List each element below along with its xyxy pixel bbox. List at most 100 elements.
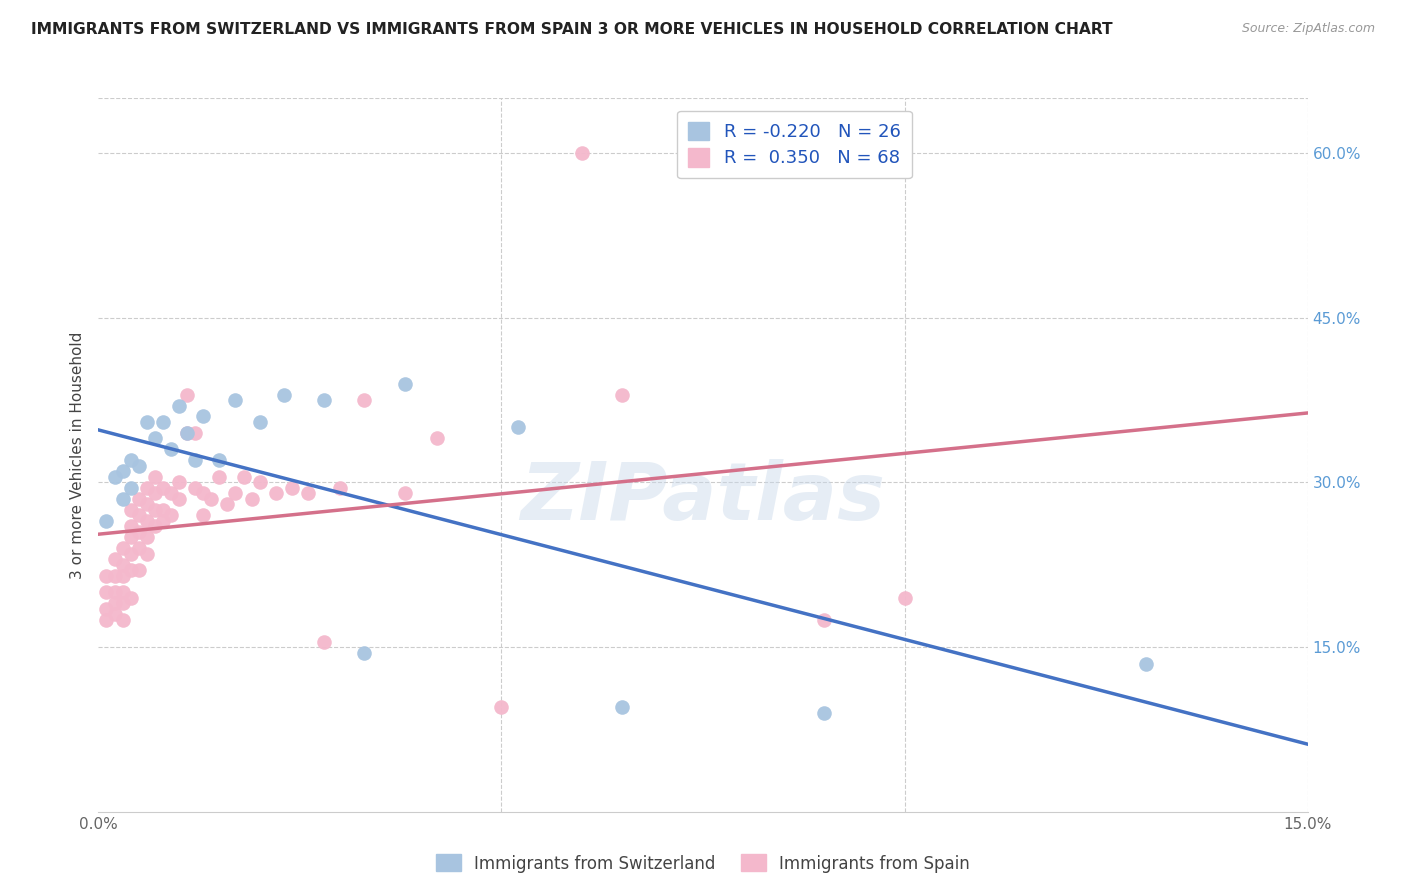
Point <box>103 607 125 621</box>
Point <box>224 392 246 407</box>
Point <box>152 514 174 528</box>
Point <box>96 613 118 627</box>
Text: IMMIGRANTS FROM SWITZERLAND VS IMMIGRANTS FROM SPAIN 3 OR MORE VEHICLES IN HOUSE: IMMIGRANTS FROM SWITZERLAND VS IMMIGRANT… <box>31 22 1112 37</box>
Point <box>111 558 134 572</box>
Point <box>176 387 198 401</box>
Point <box>128 458 150 473</box>
Point <box>893 591 915 605</box>
Point <box>176 425 198 440</box>
Point <box>96 514 118 528</box>
Text: Source: ZipAtlas.com: Source: ZipAtlas.com <box>1241 22 1375 36</box>
Point <box>128 491 150 506</box>
Point <box>240 491 263 506</box>
Point <box>135 514 157 528</box>
Point <box>167 399 190 413</box>
Point <box>208 470 231 484</box>
Point <box>184 481 207 495</box>
Point <box>264 486 287 500</box>
Point <box>353 646 375 660</box>
Point <box>128 563 150 577</box>
Point <box>96 568 118 582</box>
Point <box>329 481 352 495</box>
Point <box>160 486 183 500</box>
Point <box>111 541 134 556</box>
Point <box>232 470 254 484</box>
Point <box>111 585 134 599</box>
Point <box>193 409 215 424</box>
Point <box>152 415 174 429</box>
Point <box>103 552 125 566</box>
Point <box>120 453 142 467</box>
Point <box>314 634 336 648</box>
Point <box>143 519 166 533</box>
Point <box>217 497 239 511</box>
Point <box>813 706 835 720</box>
Legend: Immigrants from Switzerland, Immigrants from Spain: Immigrants from Switzerland, Immigrants … <box>429 847 977 880</box>
Point <box>224 486 246 500</box>
Point <box>506 420 529 434</box>
Point <box>281 481 304 495</box>
Point <box>612 387 634 401</box>
Point <box>249 475 271 490</box>
Point <box>394 486 416 500</box>
Point <box>167 491 190 506</box>
Legend: R = -0.220   N = 26, R =  0.350   N = 68: R = -0.220 N = 26, R = 0.350 N = 68 <box>676 111 911 178</box>
Point <box>160 442 183 457</box>
Point <box>135 481 157 495</box>
Point <box>111 596 134 610</box>
Point <box>571 146 593 161</box>
Point <box>120 547 142 561</box>
Point <box>160 508 183 523</box>
Point <box>193 486 215 500</box>
Point <box>103 596 125 610</box>
Point <box>111 491 134 506</box>
Point <box>111 568 134 582</box>
Point <box>135 415 157 429</box>
Point <box>120 503 142 517</box>
Point <box>143 432 166 446</box>
Point <box>152 503 174 517</box>
Point <box>120 563 142 577</box>
Point <box>135 547 157 561</box>
Point <box>193 508 215 523</box>
Point <box>394 376 416 391</box>
Point <box>314 392 336 407</box>
Point <box>143 503 166 517</box>
Point <box>120 530 142 544</box>
Point <box>103 568 125 582</box>
Point <box>200 491 222 506</box>
Y-axis label: 3 or more Vehicles in Household: 3 or more Vehicles in Household <box>69 331 84 579</box>
Text: ZIPatlas: ZIPatlas <box>520 458 886 537</box>
Point <box>152 481 174 495</box>
Point <box>103 470 125 484</box>
Point <box>128 541 150 556</box>
Point <box>111 464 134 478</box>
Point <box>103 585 125 599</box>
Point <box>426 432 449 446</box>
Point <box>184 425 207 440</box>
Point <box>167 475 190 490</box>
Point <box>353 392 375 407</box>
Point <box>813 613 835 627</box>
Point <box>297 486 319 500</box>
Point <box>135 530 157 544</box>
Point <box>120 591 142 605</box>
Point <box>120 519 142 533</box>
Point <box>176 425 198 440</box>
Point <box>96 601 118 615</box>
Point <box>612 700 634 714</box>
Point <box>135 497 157 511</box>
Point <box>128 524 150 539</box>
Point <box>249 415 271 429</box>
Point <box>273 387 295 401</box>
Point <box>491 700 513 714</box>
Point <box>111 613 134 627</box>
Point <box>128 508 150 523</box>
Point <box>143 486 166 500</box>
Point <box>184 453 207 467</box>
Point <box>120 481 142 495</box>
Point <box>143 470 166 484</box>
Point <box>96 585 118 599</box>
Point <box>1135 657 1157 671</box>
Point <box>208 453 231 467</box>
